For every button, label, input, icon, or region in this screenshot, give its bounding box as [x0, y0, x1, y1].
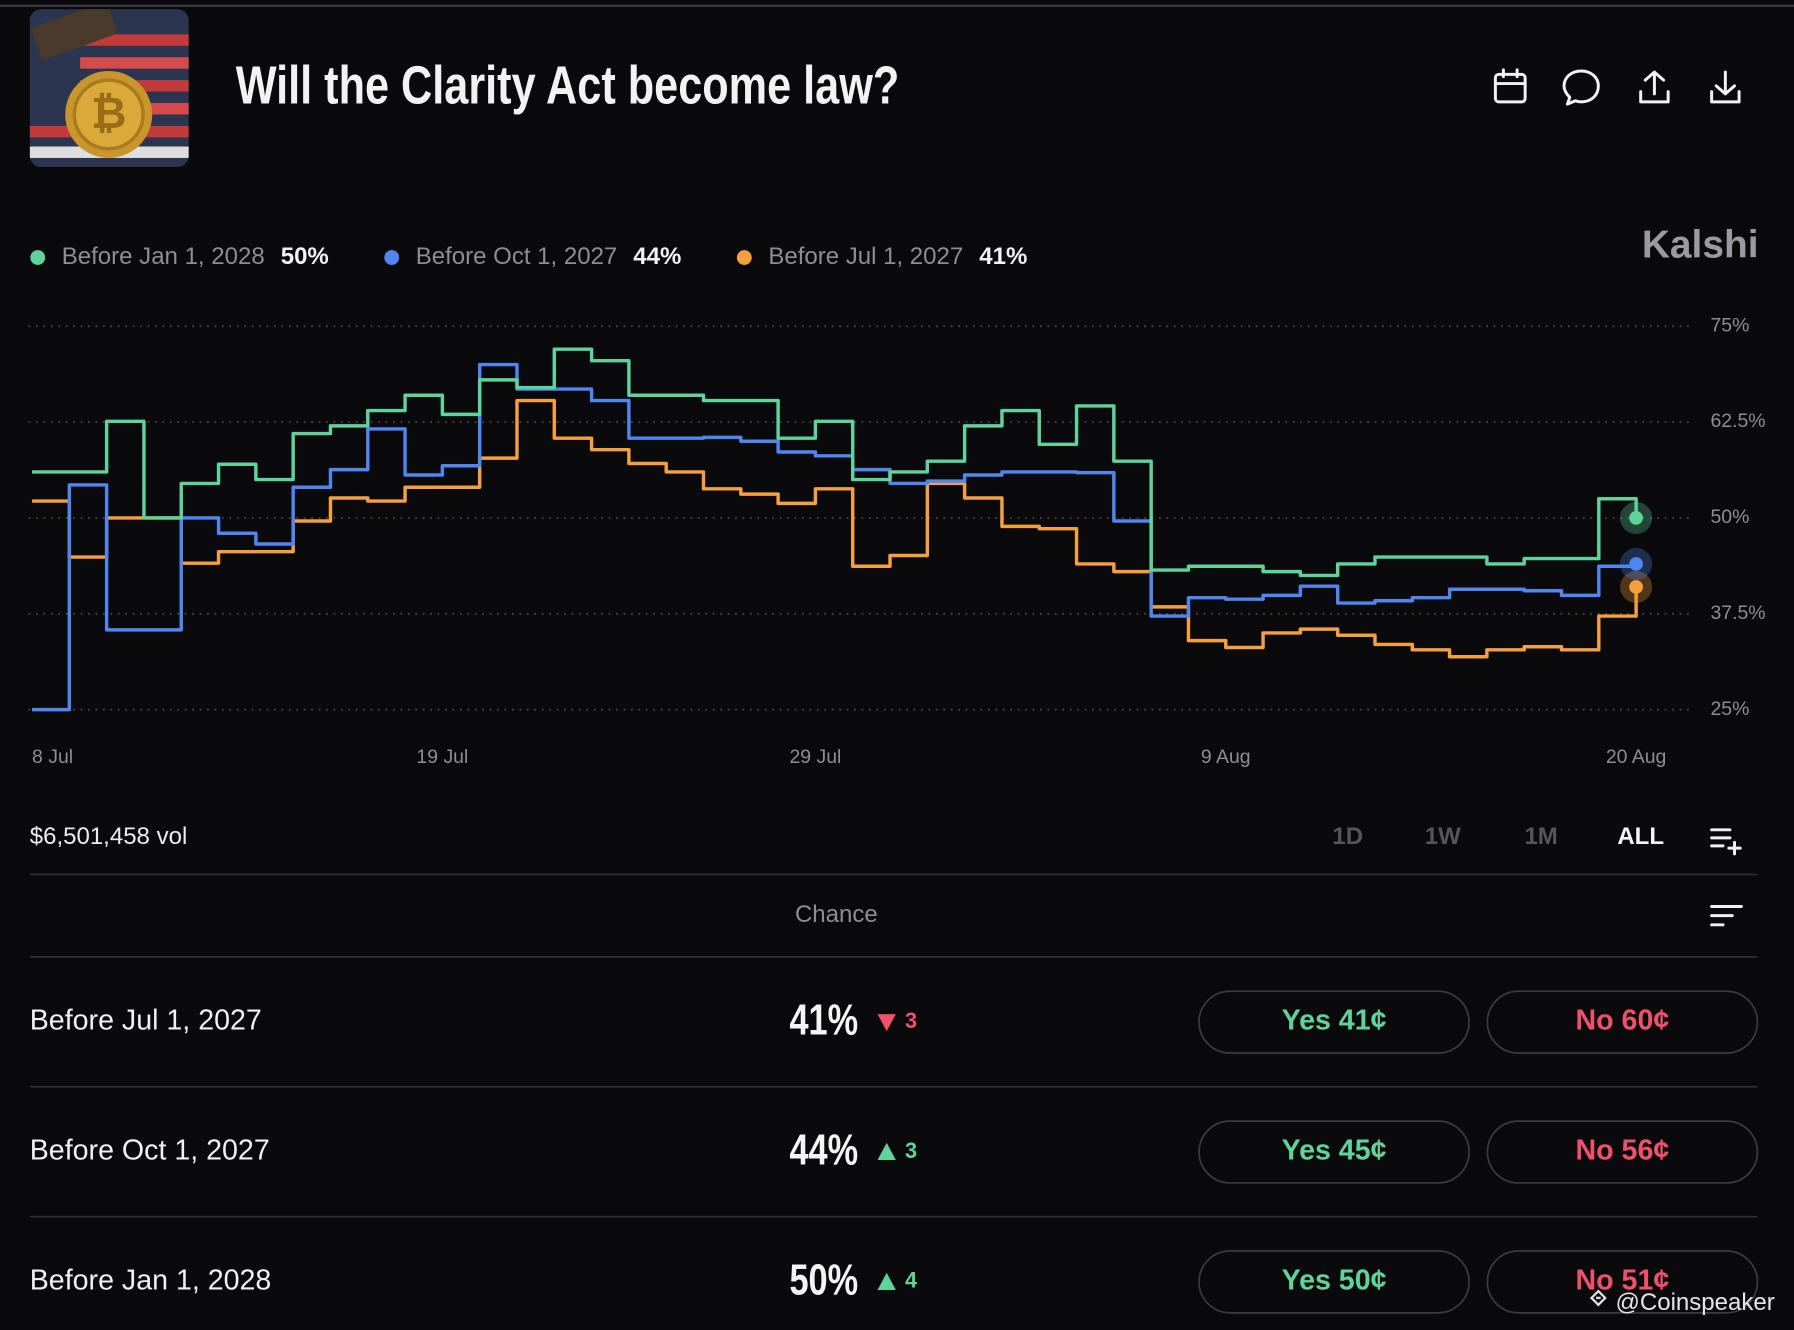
range-option[interactable]: 1D [1332, 823, 1363, 850]
legend-dot [384, 250, 400, 265]
no-label: No 51¢ [1575, 1264, 1669, 1296]
end-dot [1629, 580, 1643, 594]
svg-text:₿: ₿ [91, 90, 126, 138]
column-header: Chance [795, 901, 878, 928]
change-value: 3 [905, 1138, 917, 1163]
range-option[interactable]: 1M [1524, 823, 1557, 850]
outcome-row: Before Oct 1, 2027 44% 3 Yes 45¢ No 56¢ [29, 1085, 1759, 1184]
outcome-row: Before Jan 1, 2028 50% 4 Yes 50¢ No 51¢ [29, 1215, 1759, 1314]
outcome-row: Before Jul 1, 2027 41% 3 Yes 41¢ No 60¢ [29, 956, 1759, 1054]
legend-dot [30, 250, 46, 265]
button-outline [1486, 990, 1759, 1054]
outcome-name: Before Jan 1, 2028 [30, 1264, 272, 1296]
end-dot [1629, 511, 1643, 525]
series-line [32, 398, 1638, 659]
y-tick-label: 75% [1710, 314, 1749, 336]
legend-value: 44% [633, 243, 681, 270]
outcome-name: Before Oct 1, 2027 [30, 1135, 270, 1167]
range-option[interactable]: 1W [1425, 823, 1461, 850]
chance: 41% [789, 997, 858, 1045]
market-thumbnail: ₿ [29, 9, 189, 168]
chance: 44% [789, 1127, 858, 1175]
no-label: No 60¢ [1575, 1005, 1669, 1037]
legend-label: Before Oct 1, 2027 [416, 243, 618, 270]
yes-label: Yes 45¢ [1282, 1135, 1387, 1167]
legend-label: Before Jan 1, 2028 [62, 243, 265, 270]
legend-value: 41% [979, 243, 1027, 270]
yes-button[interactable]: Yes 45¢ [1198, 1120, 1470, 1184]
comment-button[interactable] [1562, 69, 1600, 106]
button-outline [1486, 1120, 1759, 1184]
end-dot [1629, 557, 1643, 571]
page-title: Will the Clarity Act become law? [236, 55, 900, 115]
series-line [32, 347, 1638, 578]
watermark: @Coinspeaker [1589, 1289, 1775, 1316]
x-tick-label: 29 Jul [789, 746, 841, 768]
change-arrow [877, 1014, 896, 1032]
legend-item[interactable]: Before Jan 1, 2028 50% [30, 243, 329, 270]
x-tick-label: 19 Jul [416, 746, 468, 768]
change-value: 3 [905, 1008, 917, 1033]
no-button[interactable]: No 56¢ [1486, 1120, 1759, 1184]
watermark-text: @Coinspeaker [1616, 1289, 1775, 1316]
no-button[interactable]: No 51¢ [1486, 1250, 1759, 1314]
legend-value: 50% [281, 243, 329, 270]
x-tick-label: 9 Aug [1201, 746, 1251, 768]
legend-item[interactable]: Before Jul 1, 2027 41% [736, 243, 1027, 270]
button-outline [1198, 990, 1470, 1054]
button-outline [1198, 1120, 1470, 1184]
add-chart-button[interactable] [1710, 828, 1742, 856]
chart: 25% 37.5% 50% 62.5% 75% 8 Jul 19 Jul 29 Jul 9 Au… [28, 314, 1766, 768]
y-tick-label: 50% [1710, 506, 1749, 528]
y-tick-label: 25% [1710, 698, 1749, 720]
x-tick-label: 20 Aug [1606, 746, 1667, 768]
x-tick-label: 8 Jul [32, 746, 73, 768]
no-button[interactable]: No 60¢ [1486, 990, 1759, 1054]
change-arrow [877, 1272, 896, 1290]
legend-dot [736, 250, 752, 265]
button-outline [1198, 1250, 1470, 1314]
outcome-table: Before Jul 1, 2027 41% 3 Yes 41¢ No 60¢Befor… [29, 956, 1759, 1314]
change-arrow [877, 1142, 896, 1161]
button-outline [1486, 1250, 1759, 1314]
range-option[interactable]: ALL [1617, 823, 1664, 850]
chance: 50% [789, 1257, 858, 1305]
brand-logo: Kalshi [1642, 224, 1759, 267]
share-button[interactable] [1639, 70, 1670, 104]
legend-item[interactable]: Before Oct 1, 2027 44% [384, 243, 681, 270]
no-label: No 56¢ [1575, 1135, 1669, 1167]
outcome-name: Before Jul 1, 2027 [30, 1005, 262, 1037]
yes-button[interactable]: Yes 41¢ [1198, 990, 1470, 1054]
calendar-button[interactable] [1493, 68, 1527, 104]
y-tick-label: 62.5% [1710, 410, 1765, 432]
change-value: 4 [905, 1268, 917, 1293]
range-selector: 1D 1W 1M ALL [1332, 823, 1664, 850]
yes-button[interactable]: Yes 50¢ [1198, 1250, 1470, 1314]
yes-label: Yes 41¢ [1282, 1005, 1387, 1037]
yes-label: Yes 50¢ [1282, 1264, 1387, 1296]
sort-button[interactable] [1710, 905, 1743, 927]
download-button[interactable] [1710, 70, 1741, 104]
legend-label: Before Jul 1, 2027 [768, 243, 963, 270]
volume: $6,501,458 vol [30, 823, 188, 850]
y-tick-label: 37.5% [1710, 602, 1765, 624]
